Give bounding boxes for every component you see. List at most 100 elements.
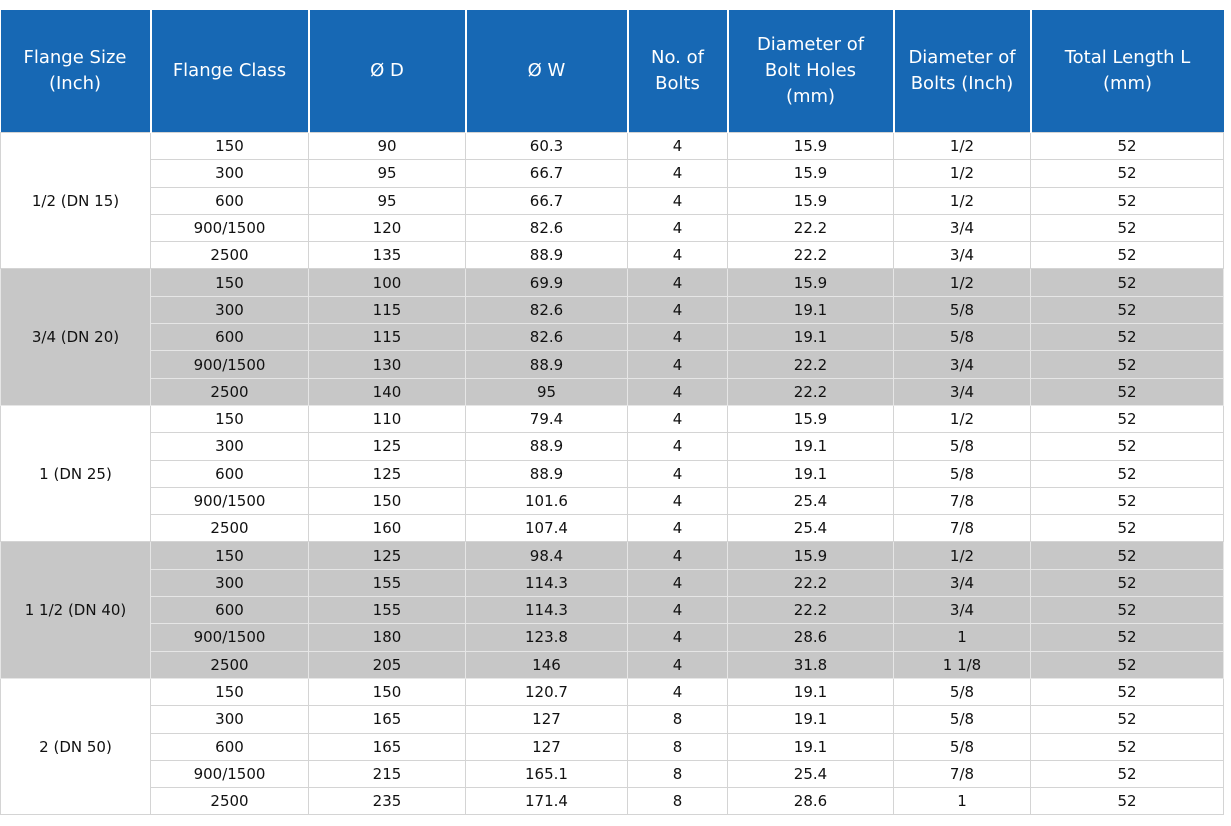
table-cell: 52 xyxy=(1030,596,1224,625)
table-cell: 28.6 xyxy=(727,787,894,816)
table-row: 600 125 88.9 4 19.1 5/8 52 xyxy=(1,459,1224,488)
table-cell: 150 xyxy=(308,486,466,516)
table-cell: 8 xyxy=(627,705,728,734)
table-cell: 52 xyxy=(1030,732,1224,761)
table-cell: 600 xyxy=(150,459,309,488)
table-cell: 82.6 xyxy=(465,323,628,352)
table-cell: 900/1500 xyxy=(150,350,309,379)
table-cell: 52 xyxy=(1030,459,1224,488)
table-cell: 900/1500 xyxy=(150,623,309,652)
column-header: Diameter of Bolts (Inch) xyxy=(892,10,1031,133)
table-cell: 95 xyxy=(308,186,466,215)
flange-size: 1/2 (DN 15) xyxy=(0,131,151,270)
table-cell: 1 xyxy=(893,623,1031,652)
table-cell: 79.4 xyxy=(465,404,628,434)
table-cell: 52 xyxy=(1030,541,1224,570)
table-cell: 4 xyxy=(627,650,728,679)
table-cell: 8 xyxy=(627,732,728,761)
table-cell: 52 xyxy=(1030,377,1224,406)
table-cell: 22.2 xyxy=(727,241,894,270)
table-cell: 52 xyxy=(1030,623,1224,652)
table-cell: 88.9 xyxy=(465,241,628,270)
table-cell: 19.1 xyxy=(727,295,894,325)
table-cell: 100 xyxy=(308,268,466,297)
table-cell: 2500 xyxy=(150,241,309,270)
table-cell: 171.4 xyxy=(465,787,628,816)
table-cell: 8 xyxy=(627,759,728,789)
table-cell: 52 xyxy=(1030,650,1224,679)
table-cell: 15.9 xyxy=(727,404,894,434)
table-cell: 19.1 xyxy=(727,432,894,461)
table-cell: 150 xyxy=(308,677,466,707)
table-cell: 7/8 xyxy=(893,759,1031,789)
table-cell: 2500 xyxy=(150,650,309,679)
table-cell: 95 xyxy=(465,377,628,406)
table-cell: 146 xyxy=(465,650,628,679)
table-cell: 1/2 xyxy=(893,404,1031,434)
table-cell: 900/1500 xyxy=(150,759,309,789)
table-cell: 1 xyxy=(893,787,1031,816)
table-cell: 600 xyxy=(150,323,309,352)
table-row: 3/4 (DN 20) 150 100 69.9 4 15.9 1/2 52 xyxy=(0,268,1224,406)
table-cell: 2500 xyxy=(150,514,309,543)
table-cell: 300 xyxy=(150,295,309,325)
table-cell: 7/8 xyxy=(893,486,1031,516)
table-cell: 52 xyxy=(1030,787,1224,816)
column-header: Flange Size (Inch) xyxy=(0,10,151,133)
table-cell: 120 xyxy=(308,213,466,243)
table-cell: 114.3 xyxy=(465,568,628,598)
table-row: 1 1/2 (DN 40) 150 125 98.4 4 15.9 1/2 52 xyxy=(0,541,1224,679)
table-cell: 52 xyxy=(1030,677,1224,707)
table-cell: 2500 xyxy=(150,377,309,406)
table-cell: 19.1 xyxy=(727,323,894,352)
table-cell: 101.6 xyxy=(465,486,628,516)
table-cell: 5/8 xyxy=(893,323,1031,352)
table-row: 300 95 66.7 4 15.9 1/2 52 xyxy=(1,159,1224,188)
table-cell: 52 xyxy=(1030,432,1224,461)
table-cell: 5/8 xyxy=(893,459,1031,488)
column-header: Diameter of Bolt Holes (mm) xyxy=(726,10,894,133)
table-cell: 15.9 xyxy=(727,159,894,188)
table-cell: 25.4 xyxy=(727,759,894,789)
table-cell: 31.8 xyxy=(727,650,894,679)
table-cell: 123.8 xyxy=(465,623,628,652)
table-cell: 150 xyxy=(150,268,309,297)
table-cell: 4 xyxy=(627,677,728,707)
table-cell: 19.1 xyxy=(727,677,894,707)
table-cell: 215 xyxy=(308,759,466,789)
table-row: 300 115 82.6 4 19.1 5/8 52 xyxy=(1,295,1224,325)
table-cell: 25.4 xyxy=(727,486,894,516)
table-row: 600 155 114.3 4 22.2 3/4 52 xyxy=(1,596,1224,625)
table-cell: 120.7 xyxy=(465,677,628,707)
table-cell: 150 xyxy=(150,131,309,161)
column-header: Ø D xyxy=(307,10,466,133)
table-cell: 22.2 xyxy=(727,350,894,379)
table-cell: 125 xyxy=(308,459,466,488)
table-cell: 90 xyxy=(308,131,466,161)
table-row: 600 115 82.6 4 19.1 5/8 52 xyxy=(1,323,1224,352)
column-header: Flange Class xyxy=(149,10,309,133)
table-cell: 4 xyxy=(627,432,728,461)
table-cell: 22.2 xyxy=(727,596,894,625)
table-cell: 25.4 xyxy=(727,514,894,543)
table-cell: 28.6 xyxy=(727,623,894,652)
table-cell: 3/4 xyxy=(893,213,1031,243)
table-cell: 300 xyxy=(150,159,309,188)
table-cell: 52 xyxy=(1030,350,1224,379)
table-cell: 4 xyxy=(627,350,728,379)
flange-size: 1 (DN 25) xyxy=(0,404,151,543)
table-row: 1 (DN 25) 150 110 79.4 4 15.9 1/2 52 xyxy=(0,404,1224,543)
table-cell: 600 xyxy=(150,732,309,761)
table-cell: 900/1500 xyxy=(150,486,309,516)
table-cell: 115 xyxy=(308,323,466,352)
table-cell: 66.7 xyxy=(465,186,628,215)
table-cell: 66.7 xyxy=(465,159,628,188)
table-cell: 1/2 xyxy=(893,541,1031,570)
table-cell: 5/8 xyxy=(893,432,1031,461)
table-cell: 127 xyxy=(465,705,628,734)
table-cell: 300 xyxy=(150,568,309,598)
table-cell: 1 1/8 xyxy=(893,650,1031,679)
table-cell: 95 xyxy=(308,159,466,188)
table-cell: 60.3 xyxy=(465,131,628,161)
